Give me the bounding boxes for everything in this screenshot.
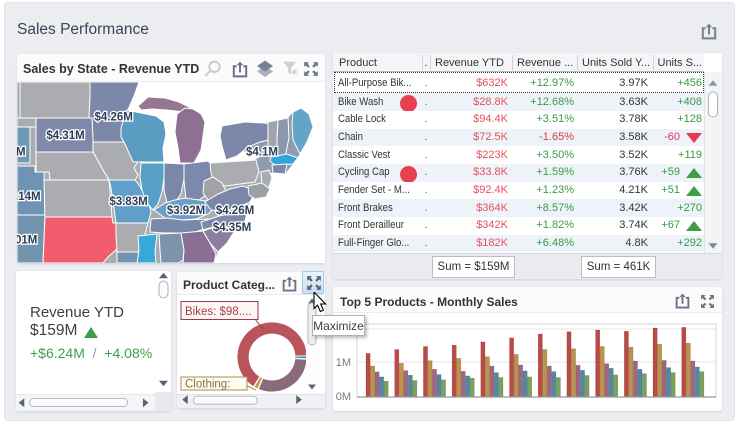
svg-text:01M: 01M (17, 235, 37, 247)
svg-text:Clothing:: Clothing: (185, 379, 230, 391)
svg-text:$4.35M: $4.35M (213, 222, 251, 234)
svg-text:.14M: .14M (17, 191, 41, 203)
svg-text:$4.1M: $4.1M (246, 147, 278, 159)
svg-text:M: M (17, 147, 26, 159)
svg-text:$4.31M: $4.31M (46, 130, 84, 142)
svg-text:1M: 1M (336, 357, 351, 369)
svg-text:$3.92M: $3.92M (167, 205, 205, 217)
svg-text:$3.83M: $3.83M (109, 196, 147, 208)
svg-text:$4.26M: $4.26M (216, 205, 254, 217)
svg-text:Bikes: $98....: Bikes: $98.... (185, 306, 251, 318)
svg-text:$4.26M: $4.26M (95, 111, 133, 123)
svg-text:0M: 0M (336, 391, 351, 403)
